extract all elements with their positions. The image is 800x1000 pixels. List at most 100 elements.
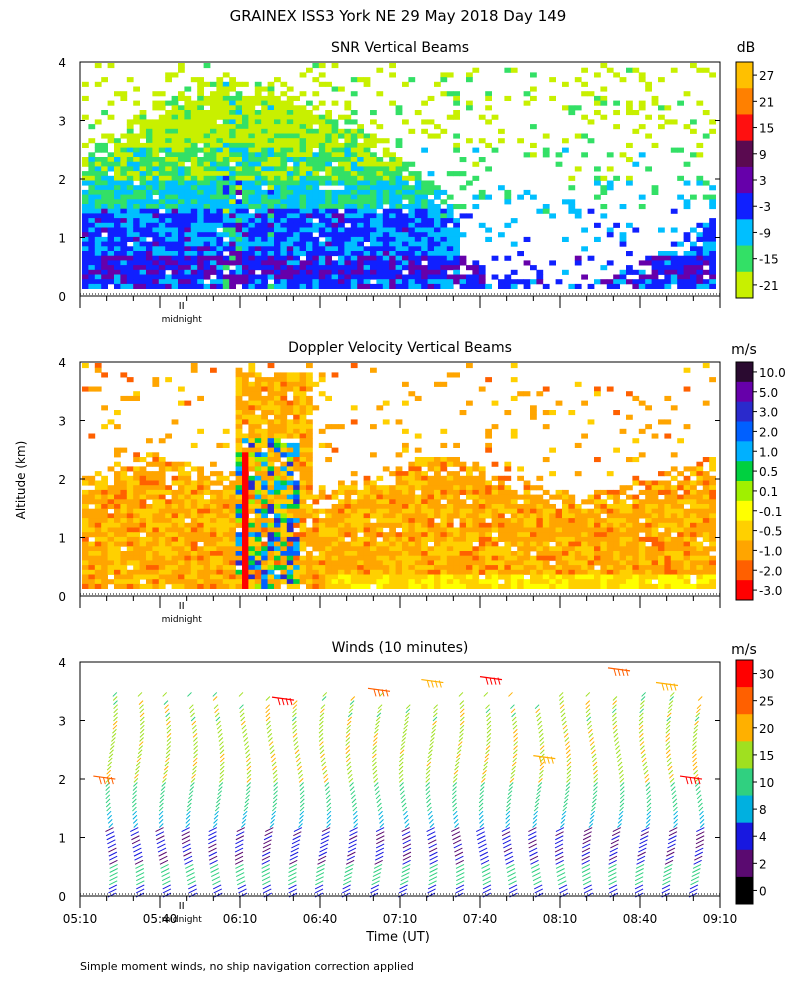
field-cell [229,541,236,547]
field-cell [82,222,89,228]
field-cell [414,171,422,177]
field-cell [88,433,96,439]
field-cell [549,522,556,528]
field-cell [82,175,89,181]
field-cell [510,583,518,589]
field-cell [242,147,249,153]
field-cell [613,579,620,585]
field-cell [190,574,198,580]
field-cell [88,518,96,524]
field-cell [254,480,262,486]
field-cell [370,208,377,214]
field-cell [600,189,608,195]
field-cell [408,251,416,257]
field-cell [331,504,339,510]
field-cell [549,555,556,561]
field-cell [222,161,230,167]
field-cell [261,138,268,144]
field-cell [114,161,121,167]
field-cell [459,518,467,524]
field-cell [248,391,256,397]
field-cell [638,204,646,210]
field-cell [165,241,172,247]
field-cell [94,555,102,561]
field-cell [395,555,403,561]
field-cell [581,565,588,571]
field-cell [709,222,716,228]
field-cell [120,569,128,575]
field-cell [274,180,281,186]
field-cell [229,522,236,528]
field-cell [510,504,518,510]
field-cell [158,480,166,486]
colorbar-label: -15 [759,253,779,267]
field-cell [434,218,441,224]
field-cell [158,546,166,552]
field-cell [133,475,140,481]
field-cell [107,175,115,181]
field-cell [370,180,377,186]
field-cell [197,232,204,238]
field-cell [549,583,556,589]
field-cell [318,133,326,139]
field-cell [306,452,313,458]
field-cell [222,185,230,191]
field-cell [261,377,268,383]
field-cell [184,86,192,92]
field-cell [331,579,339,585]
field-cell [318,204,326,210]
field-cell [306,541,313,547]
field-cell [306,185,313,191]
field-cell [267,265,275,271]
field-cell [645,518,652,524]
field-cell [139,560,147,566]
field-cell [274,541,281,547]
field-cell [408,574,416,580]
field-cell [107,536,115,542]
field-cell [94,499,102,505]
field-cell [344,283,352,289]
field-cell [274,218,281,224]
field-cell [466,466,473,472]
field-cell [459,232,467,238]
field-cell [606,489,614,495]
field-cell [382,583,390,589]
y-tick-label: 1 [58,232,66,246]
field-cell [222,475,230,481]
field-cell [222,265,230,271]
field-cell [350,489,358,495]
field-cell [632,283,640,289]
field-cell [408,199,416,205]
field-cell [395,222,403,228]
field-cell [331,222,339,228]
field-cell [491,424,499,430]
field-cell [350,513,358,519]
field-cell [274,522,281,528]
field-cell [709,199,716,205]
field-cell [459,565,467,571]
field-cell [485,227,492,233]
field-cell [248,147,256,153]
field-cell [126,142,134,148]
field-cell [318,114,326,120]
field-cell [370,161,377,167]
field-cell [453,232,460,238]
field-cell [114,499,121,505]
field-cell [370,138,377,144]
field-cell [216,100,224,106]
field-cell [414,574,422,580]
field-cell [158,269,166,275]
field-cell [312,251,320,257]
field-cell [293,489,300,495]
field-cell [549,565,556,571]
field-cell [491,546,499,552]
doppler-panel-title: Doppler Velocity Vertical Beams [288,340,512,356]
field-cell [357,508,364,514]
field-cell [370,527,377,533]
field-cell [235,419,243,425]
field-cell [184,480,192,486]
field-cell [184,461,192,467]
field-cell [222,86,230,92]
field-cell [638,72,646,78]
field-cell [101,499,108,505]
